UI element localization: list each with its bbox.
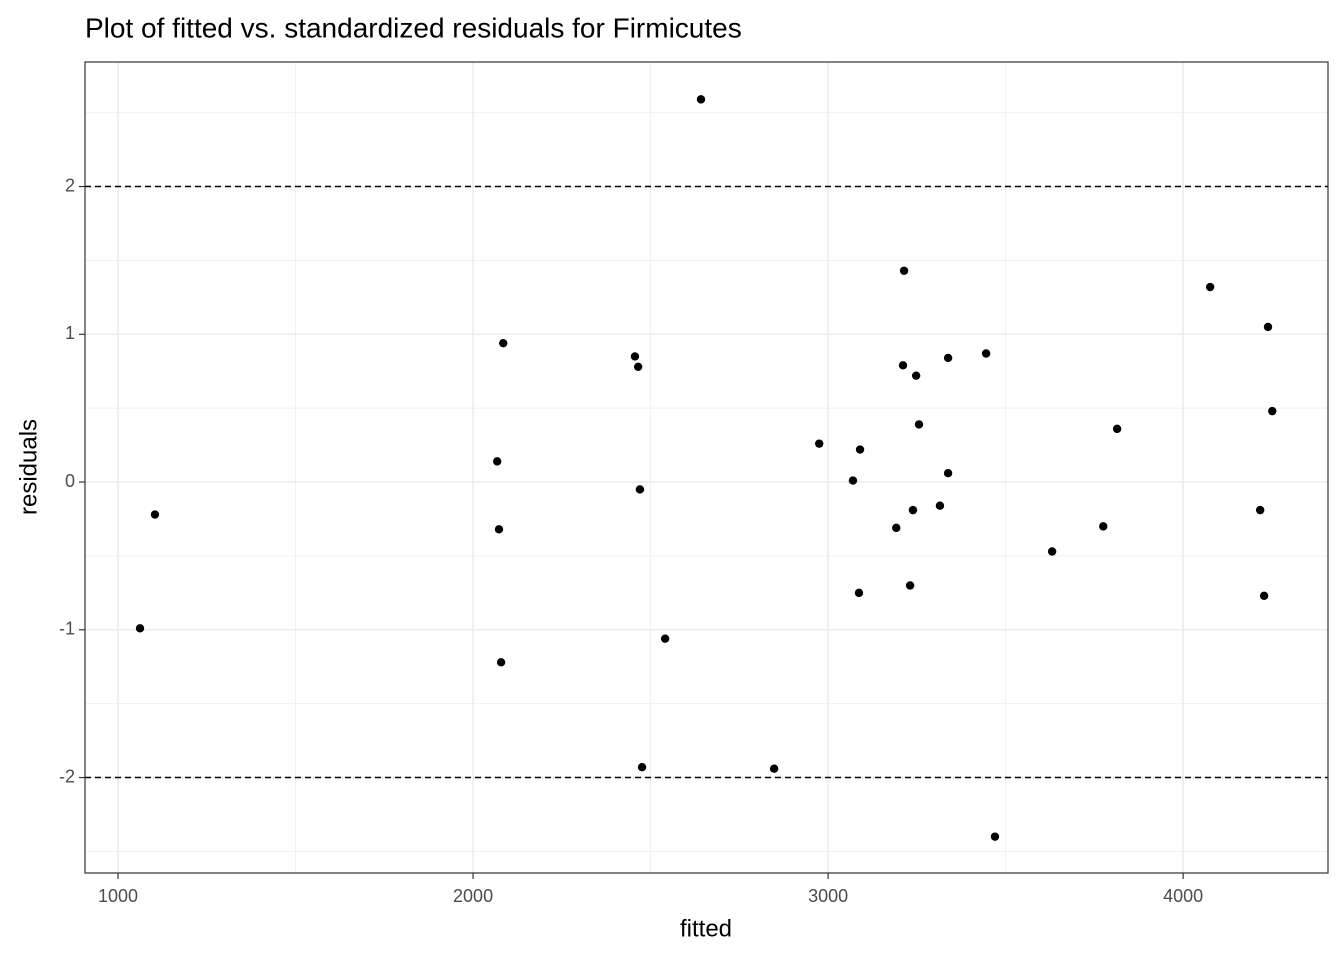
point	[1112, 424, 1122, 434]
x-tick-label: 1000	[98, 886, 138, 906]
point	[981, 349, 991, 358]
y-tick-label: 1	[65, 323, 75, 343]
point	[496, 658, 506, 667]
y-tick-label: -2	[59, 766, 75, 786]
y-tick-label: 2	[65, 175, 75, 195]
point	[943, 468, 953, 478]
point	[135, 624, 145, 633]
point	[935, 501, 945, 510]
point	[898, 361, 908, 370]
point	[150, 510, 160, 519]
point	[990, 832, 1000, 841]
y-tick-label: -1	[59, 619, 75, 639]
point	[905, 581, 915, 590]
point	[637, 763, 647, 772]
y-tick-label: 0	[65, 471, 75, 491]
point	[911, 371, 921, 380]
point	[908, 505, 918, 515]
point	[633, 362, 643, 372]
chart-title: Plot of fitted vs. standardized residual…	[85, 12, 742, 43]
point	[892, 523, 901, 533]
point	[815, 439, 824, 448]
point	[1263, 322, 1273, 332]
x-axis-label: fitted	[680, 915, 732, 942]
point	[769, 764, 779, 773]
point	[899, 266, 909, 275]
point	[1099, 522, 1108, 531]
point	[660, 634, 670, 643]
point	[855, 445, 865, 454]
point	[854, 588, 864, 598]
point	[1205, 282, 1215, 292]
point	[635, 485, 645, 494]
point	[493, 457, 502, 466]
x-tick-label: 3000	[808, 886, 848, 906]
point	[696, 95, 706, 104]
point	[943, 353, 953, 363]
point	[494, 525, 504, 534]
y-axis-label: residuals	[15, 419, 42, 515]
point	[1255, 505, 1265, 515]
point	[499, 338, 508, 348]
point	[1259, 591, 1269, 601]
x-tick-label: 4000	[1163, 886, 1203, 906]
point	[848, 476, 858, 485]
point	[1268, 406, 1277, 416]
point	[1047, 547, 1057, 556]
point	[630, 352, 640, 361]
point	[914, 420, 924, 429]
panel-border	[84, 61, 1329, 874]
x-tick-label: 2000	[453, 886, 493, 906]
